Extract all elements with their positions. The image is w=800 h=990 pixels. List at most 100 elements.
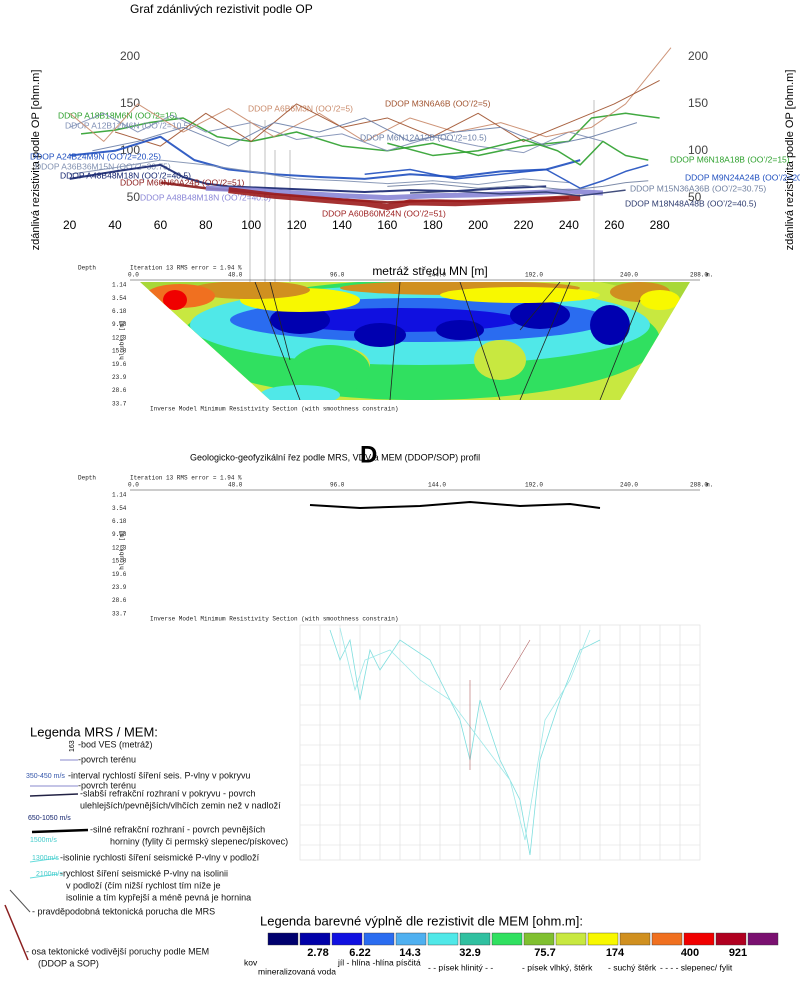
section-depth-label: 3.54 [112,295,127,302]
section-blob [280,518,520,542]
x-tick-label: 80 [199,218,213,232]
section-blob [260,385,340,400]
seismic-plot [299,624,701,861]
color-swatch [363,932,395,946]
series-line [114,80,660,147]
section-blob [240,498,360,522]
section-blob [270,306,330,334]
fault-line [600,510,640,610]
series-line [364,164,649,190]
y-tick-label: 200 [120,49,140,63]
fault-line [255,492,300,610]
color-value: 2.78 [307,947,328,959]
section-x-label: 48.0 [228,272,243,279]
section-blob [510,511,570,539]
legend-label: DDOP M18N48A48B (OO’/2=40.5) [625,198,757,208]
section-blob [163,500,187,520]
y-axis-label: zdánlivá rezistivita podle OP [ohm.m] [30,70,42,251]
color-swatch [267,932,299,946]
section-x-label: 144.0 [428,482,446,489]
section-depth-label: 15.8 [112,348,127,355]
section-x-label: 96.0 [330,482,345,489]
color-swatch [491,932,523,946]
color-value: 75.7 [534,947,555,959]
section-blob [290,345,370,395]
legend-item: horniny (fylity či permský slepenec/písk… [110,836,288,846]
legend-label: DDOP M9N24A24B (OO’/2=20.25) [685,172,800,182]
x-tick-label: 220 [513,218,533,232]
section-depth-axis: hloubka [m] [119,530,126,570]
section-x-label: 192.0 [525,482,543,489]
color-description: - suchý štěrk [608,962,657,972]
legend-label: DDOP M3N6A6B (OO’/2=5) [385,98,491,108]
section-blob [180,490,660,610]
legend-label: DDOP A48B48M18N (OO’/2=40.5) [60,170,191,180]
fault-line [270,492,290,570]
section-depth-label: 3.54 [112,505,127,512]
fault-line [390,492,400,610]
section-x-label: 288.0 [690,272,708,279]
color-swatch [395,932,427,946]
section-depth-label: 33.7 [112,610,127,617]
section-depth-label: 12.3 [112,334,127,341]
profile-letter: D [360,441,377,468]
section-depth-label: 9.08 [112,321,127,328]
section-blob [640,500,680,520]
color-description: mineralizovaná voda [258,966,336,976]
x-tick-label: 280 [650,218,670,232]
section-blob [436,320,484,340]
legend-item: -interval rychlostí šíření seis. P-vlny … [68,770,251,780]
color-value: 400 [681,947,699,959]
series-line [69,112,604,154]
y2-tick-label: 150 [688,96,708,110]
section-blob [290,555,370,605]
y-tick-label: 150 [120,96,140,110]
legend-item: 1300m/s [32,855,59,862]
section-iteration: Iteration 13 RMS error = 1.94 % [130,475,242,482]
color-scale [267,932,779,946]
fault-line [459,282,501,400]
section-depth-label: 28.6 [112,597,127,604]
section-depth-label: 23.9 [112,584,127,591]
section-fill [140,282,690,400]
section-depth-label: 33.7 [112,400,127,407]
color-description: jíl - hlína -hlína písčitá [337,957,421,967]
section-x-label: 48.0 [228,482,243,489]
legend-label: DDOP M6N18A18B (OO’/2=15) [670,154,790,164]
color-value: 921 [729,947,747,959]
fault-line [254,282,301,400]
x-tick-label: 40 [108,218,122,232]
fault-line [520,492,560,540]
section-depth-label: 15.8 [112,558,127,565]
section-depth-label: 1.14 [112,492,127,499]
color-swatch [747,932,779,946]
profile-title: Geologicko-geofyzikální řez podle MRS, V… [190,452,480,462]
section-unit: m. [706,272,713,279]
x-tick-label: 60 [154,218,168,232]
color-swatch [331,932,363,946]
section-blob [230,508,610,552]
section-x-label: 288.0 [690,482,708,489]
section-x-label: 0.0 [128,482,139,489]
legend-item: - osa tektonické vodivější poruchy podle… [26,946,209,956]
legend-item: -povrch terénu [78,780,136,790]
legend-label: DDOP A36B36M15N (OO’/2=30.75) [35,161,171,171]
legend-label: DDOP A12B12M6N (OO’/2=10.5) [65,120,191,130]
legend-item: (DDOP a SOP) [38,958,99,968]
section-blob [474,550,526,590]
series-line [387,180,649,191]
section-blob [590,515,630,555]
color-swatch [427,932,459,946]
section-blob [115,475,715,635]
section-blob [640,290,680,310]
fault-line [269,282,291,361]
resistivity-section: Depth Iteration 13 RMS error = 1.94 %0.0 4… [78,265,713,413]
legend-item: -rychlost šíření seismické P-vlny na iso… [60,868,228,878]
color-swatch [459,932,491,946]
section-blob [190,282,310,299]
legend-label: DDOP M15N36A36B (OO’/2=30.75) [630,183,766,193]
color-value: 174 [606,947,625,959]
color-swatch [299,932,331,946]
refraction-line [309,500,601,510]
fault-line [599,299,641,400]
